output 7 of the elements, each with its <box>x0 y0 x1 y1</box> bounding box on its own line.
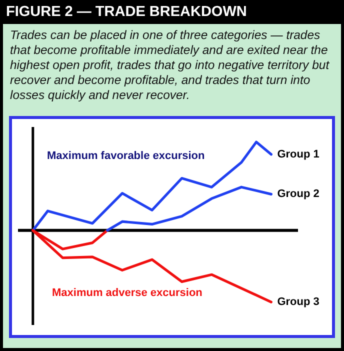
series-label: Group 1 <box>277 148 320 160</box>
annotation: Maximum adverse excursion <box>52 286 202 300</box>
chart-subtitle: Trades can be placed in one of three categories — trades that become profitable immediately and are exited near the highest open profit, trades that go into negative territory but recover and become profitable, and trades that turn into losses quickly and never recover. <box>9 27 330 103</box>
series-label: Group 2 <box>277 188 320 200</box>
annotation: Maximum favorable excursion <box>47 149 205 163</box>
series-label: Group 3 <box>277 296 320 308</box>
chart-title: FIGURE 2 — TRADE BREAKDOWN <box>5 3 248 22</box>
